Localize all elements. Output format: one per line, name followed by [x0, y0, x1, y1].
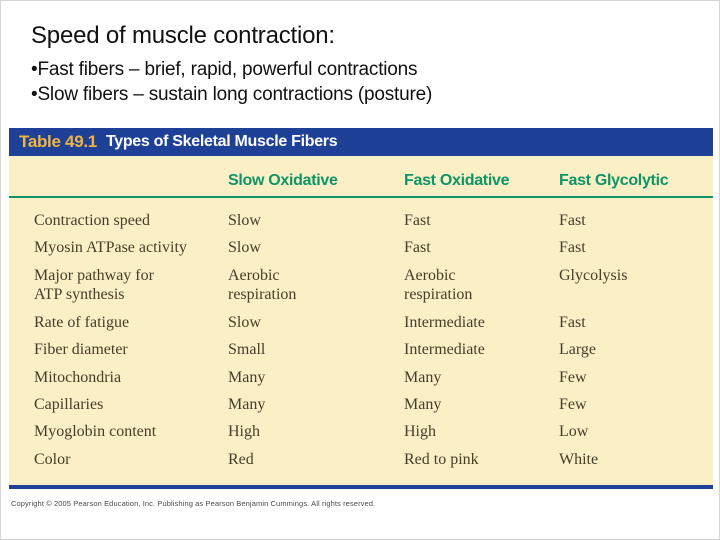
row-label: Myosin ATPase activity [34, 239, 187, 257]
table-body: Contraction speed Slow Fast Fast Myosin … [9, 198, 713, 486]
table-row: Color Red Red to pink White [9, 450, 713, 477]
bullet-fast-fibers: •Fast fibers – brief, rapid, powerful co… [31, 59, 418, 80]
table-cell: White [559, 450, 599, 468]
table-cell: High [404, 423, 436, 441]
table-cell: Aerobic respiration [228, 266, 297, 303]
table-cell: Intermediate [404, 341, 485, 359]
table-cell: Fast [559, 212, 586, 229]
table-cell: Glycolysis [559, 266, 628, 284]
table-header-row: Slow Oxidative Fast Oxidative Fast Glyco… [9, 156, 713, 198]
row-label: Contraction speed [34, 212, 150, 229]
table-row: Contraction speed Slow Fast Fast [9, 211, 713, 238]
copyright-text: Copyright © 2005 Pearson Education, Inc.… [11, 499, 376, 508]
table-cell: Few [559, 368, 587, 386]
table-cell: Many [404, 395, 442, 413]
table-row: Fiber diameter Small Intermediate Large [9, 340, 713, 367]
table-cell: Slow [228, 239, 261, 257]
column-header-fast-glycolytic: Fast Glycolytic [559, 172, 669, 189]
bullet-slow-fibers: •Slow fibers – sustain long contractions… [31, 84, 433, 105]
table-row: Mitochondria Many Many Few [9, 368, 713, 395]
column-header-fast-oxidative: Fast Oxidative [404, 172, 510, 189]
table-cell: Slow [228, 313, 261, 331]
table-cell: Red [228, 450, 254, 468]
muscle-fiber-table: Table 49.1 Types of Skeletal Muscle Fibe… [9, 128, 713, 490]
slide-title: Speed of muscle contraction: [31, 22, 335, 49]
table-row: Major pathway for ATP synthesis Aerobic … [9, 266, 713, 313]
table-cell: Fast [559, 313, 586, 331]
table-cell: Aerobic respiration [404, 266, 473, 303]
table-number: Table 49.1 [19, 132, 97, 151]
table-cell: Fast [404, 212, 431, 229]
table-cell: Many [228, 395, 266, 413]
table-cell: Large [559, 341, 597, 359]
table-cell: Low [559, 423, 589, 441]
table-banner: Table 49.1 Types of Skeletal Muscle Fibe… [9, 128, 713, 156]
table-row: Myoglobin content High High Low [9, 422, 713, 449]
table-row: Capillaries Many Many Few [9, 395, 713, 422]
row-label: Capillaries [34, 395, 104, 413]
table-cell: Fast [559, 239, 586, 257]
table-cell: Intermediate [404, 313, 485, 331]
table-cell: Few [559, 395, 587, 413]
column-header-slow-oxidative: Slow Oxidative [228, 172, 338, 189]
table-cell: Red to pink [404, 450, 479, 468]
table-cell: Fast [404, 239, 431, 257]
table-row: Myosin ATPase activity Slow Fast Fast [9, 238, 713, 265]
table-cell: Many [228, 368, 266, 386]
row-label: Rate of fatigue [34, 313, 130, 331]
headline: Speed of muscle contraction: •Fast fiber… [31, 21, 691, 107]
row-label: Major pathway for ATP synthesis [34, 266, 154, 303]
row-label: Color [34, 450, 71, 468]
table-cell: Many [404, 368, 442, 386]
row-label: Fiber diameter [34, 341, 128, 359]
row-label: Mitochondria [34, 368, 122, 386]
table-title: Types of Skeletal Muscle Fibers [105, 133, 338, 150]
row-label: Myoglobin content [34, 423, 157, 441]
column-header-empty [34, 190, 228, 196]
table-cell: High [228, 423, 260, 441]
table-cell: Slow [228, 212, 261, 229]
table-row: Rate of fatigue Slow Intermediate Fast [9, 313, 713, 340]
table-cell: Small [228, 341, 266, 359]
